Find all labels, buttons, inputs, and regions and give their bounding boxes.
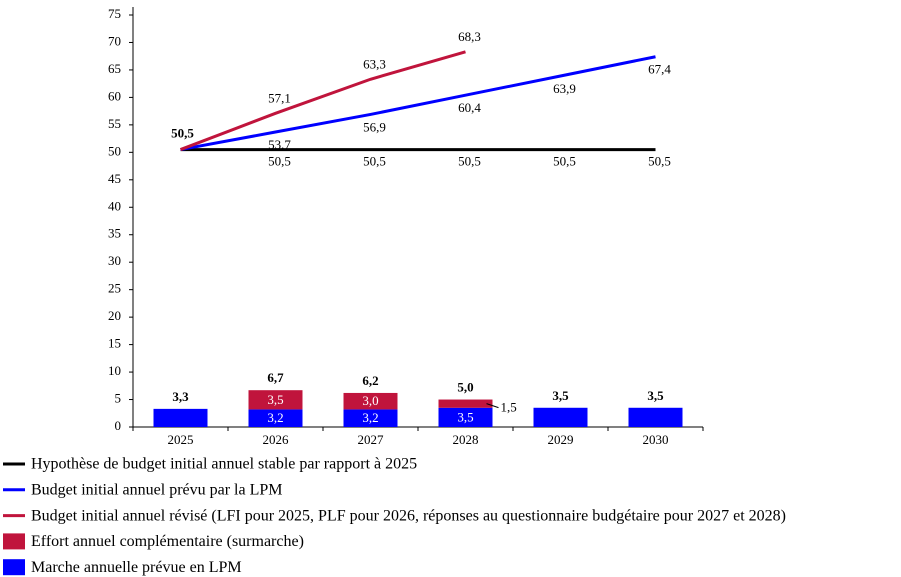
line bbox=[180, 55, 656, 152]
legend-label: Budget initial annuel prévu par la LPM bbox=[31, 481, 283, 498]
data-label: 63,3 bbox=[363, 56, 386, 71]
total-label: 6,2 bbox=[362, 373, 378, 388]
bar-label: 3,2 bbox=[267, 410, 283, 425]
data-label: 50,5 bbox=[268, 154, 291, 169]
bar bbox=[248, 409, 303, 427]
data-label: 50,5 bbox=[458, 154, 481, 169]
x-tick-label: 2029 bbox=[548, 432, 574, 447]
x-tick-label: 2028 bbox=[453, 432, 479, 447]
data-label: 60,4 bbox=[458, 100, 481, 115]
legend-label: Marche annuelle prévue en LPM bbox=[31, 559, 242, 576]
y-tick-label: 15 bbox=[108, 336, 121, 351]
data-label: 56,9 bbox=[363, 119, 386, 134]
data-label: 50,5 bbox=[363, 154, 386, 169]
data-label: 57,1 bbox=[268, 90, 291, 105]
total-label: 3,5 bbox=[647, 388, 664, 403]
y-tick-label: 50 bbox=[108, 143, 121, 158]
y-tick-label: 35 bbox=[108, 226, 121, 241]
bar bbox=[628, 407, 683, 427]
y-tick-label: 70 bbox=[108, 33, 121, 48]
bar bbox=[438, 399, 493, 408]
bar bbox=[438, 407, 493, 427]
leader-line bbox=[486, 403, 499, 409]
bar bbox=[533, 407, 588, 427]
data-label: 53,7 bbox=[268, 137, 291, 152]
y-tick-label: 30 bbox=[108, 253, 121, 268]
data-label: 68,3 bbox=[458, 29, 481, 44]
bar-label: 3,2 bbox=[362, 410, 378, 425]
bar-label: 3,5 bbox=[457, 409, 473, 424]
y-tick-label: 65 bbox=[108, 61, 121, 76]
y-tick-label: 75 bbox=[108, 6, 121, 21]
legend-label: Hypothèse de budget initial annuel stabl… bbox=[31, 456, 417, 473]
bar bbox=[153, 408, 208, 427]
y-tick-label: 25 bbox=[108, 281, 121, 296]
y-tick-label: 55 bbox=[108, 116, 121, 131]
data-label: 50,5 bbox=[171, 126, 194, 141]
data-label: 63,9 bbox=[553, 81, 576, 96]
legend-label: Budget initial annuel révisé (LFI pour 2… bbox=[31, 507, 786, 524]
x-tick-label: 2030 bbox=[643, 432, 669, 447]
x-tick-label: 2027 bbox=[358, 432, 385, 447]
legend-label: Effort annuel complémentaire (surmarche) bbox=[31, 533, 304, 550]
bar-label: 3,5 bbox=[267, 392, 283, 407]
legend-swatch bbox=[3, 533, 25, 550]
y-tick-label: 45 bbox=[108, 171, 121, 186]
y-tick-label: 10 bbox=[108, 363, 121, 378]
legend-swatch bbox=[3, 559, 25, 576]
x-tick-label: 2026 bbox=[263, 432, 290, 447]
data-label: 67,4 bbox=[648, 62, 671, 77]
total-label: 3,5 bbox=[552, 388, 569, 403]
data-label: 50,5 bbox=[648, 154, 671, 169]
y-tick-label: 40 bbox=[108, 198, 121, 213]
y-tick-label: 5 bbox=[115, 391, 122, 406]
data-label: 50,5 bbox=[553, 154, 576, 169]
bar bbox=[343, 409, 398, 427]
bar bbox=[343, 392, 398, 410]
total-label: 6,7 bbox=[267, 370, 284, 385]
bar bbox=[248, 390, 303, 410]
y-tick-label: 20 bbox=[108, 308, 121, 323]
total-label: 3,3 bbox=[172, 389, 189, 404]
line bbox=[179, 50, 466, 151]
y-tick-label: 60 bbox=[108, 88, 121, 103]
bar-label: 3,0 bbox=[362, 393, 378, 408]
x-tick-label: 2025 bbox=[168, 432, 194, 447]
total-label: 5,0 bbox=[457, 380, 473, 395]
y-tick-label: 0 bbox=[115, 418, 122, 433]
bar-label: 1,5 bbox=[501, 400, 517, 415]
